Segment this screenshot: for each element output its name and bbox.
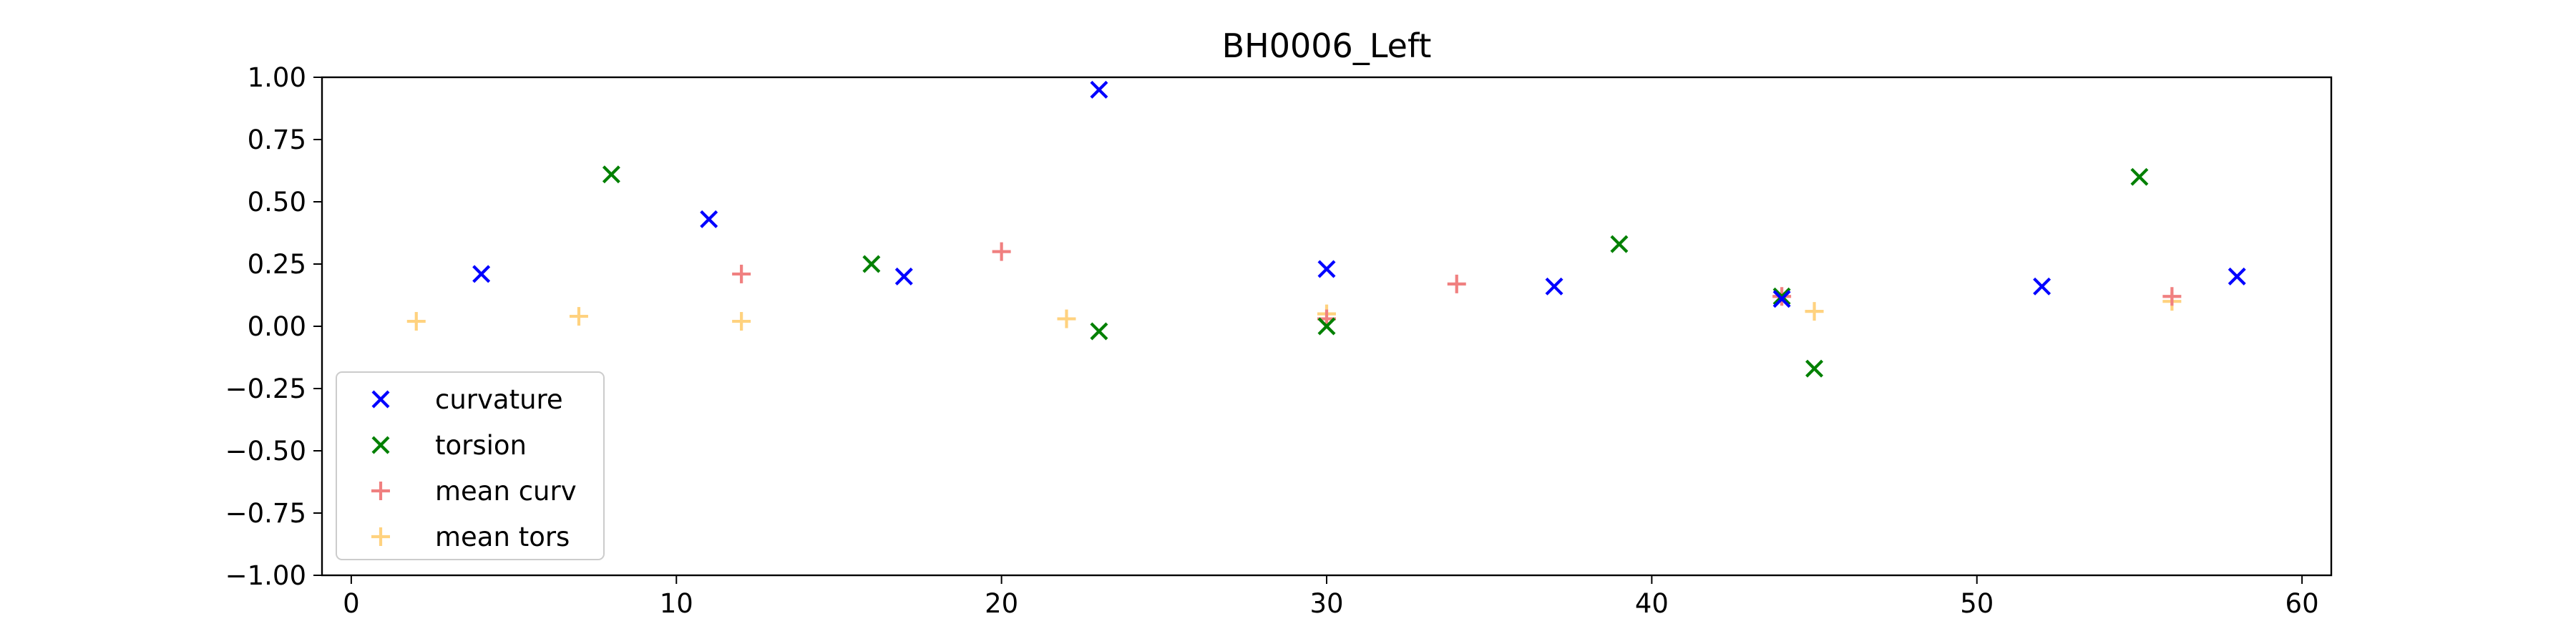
- legend-label: curvature: [435, 384, 563, 415]
- y-tick-label: 0.50: [248, 187, 306, 218]
- legend-marker: [371, 436, 390, 454]
- data-point: [1805, 359, 1824, 378]
- data-point: [1090, 80, 1108, 99]
- series-mean-curv: [732, 242, 2182, 328]
- x-tick-label: 40: [1635, 588, 1669, 619]
- legend-label: torsion: [435, 430, 527, 461]
- data-marks: [406, 80, 2246, 378]
- data-point: [992, 242, 1011, 261]
- data-point: [1610, 235, 1629, 253]
- data-point: [2162, 287, 2182, 306]
- data-point: [569, 307, 588, 326]
- data-point: [1545, 277, 1563, 296]
- legend-marker: [371, 527, 390, 546]
- data-point: [406, 312, 426, 331]
- y-tick-label: 0.75: [248, 125, 306, 155]
- y-tick-label: 0.00: [248, 311, 306, 342]
- x-tick-label: 30: [1309, 588, 1343, 619]
- data-point: [472, 265, 491, 283]
- y-tick-label: −0.50: [225, 436, 306, 467]
- y-tick-label: 0.25: [248, 249, 306, 280]
- data-point: [1317, 260, 1336, 278]
- x-tick-label: 50: [1960, 588, 1994, 619]
- data-point: [1090, 322, 1108, 341]
- legend-marker: [371, 390, 390, 409]
- data-point: [732, 264, 751, 283]
- data-point: [2130, 167, 2149, 186]
- legend-marker: [371, 482, 390, 500]
- x-tick-label: 0: [343, 588, 360, 619]
- data-point: [1057, 309, 1076, 328]
- data-point: [1805, 302, 1824, 321]
- data-point: [700, 210, 718, 228]
- legend-box: [336, 371, 605, 560]
- data-point: [1317, 317, 1336, 336]
- data-point: [732, 312, 751, 331]
- series-torsion: [602, 165, 2149, 378]
- legend-label: mean curv: [435, 476, 577, 507]
- data-point: [2033, 277, 2051, 296]
- x-tick-label: 10: [660, 588, 693, 619]
- chart-title: BH0006_Left: [1222, 26, 1432, 65]
- data-point: [862, 255, 881, 273]
- legend: curvature torsion mean curv mean tors: [336, 371, 605, 560]
- y-tick-label: 1.00: [248, 62, 306, 93]
- axes: 0 10 20 30 40 50 60 1.00 0.75 0.50 0.25 0.00 −0.25 −0…: [225, 62, 2319, 619]
- y-tick-label: −0.75: [225, 498, 306, 529]
- data-point: [1772, 287, 1791, 306]
- x-tick-label: 60: [2285, 588, 2319, 619]
- x-tick-label: 20: [985, 588, 1018, 619]
- series-curvature: [472, 80, 2246, 308]
- legend-label: mean tors: [435, 522, 570, 552]
- data-point: [1447, 274, 1466, 293]
- data-point: [1772, 290, 1791, 308]
- y-tick-label: −1.00: [225, 560, 306, 591]
- data-point: [894, 267, 913, 286]
- y-tick-label: −0.25: [225, 374, 306, 404]
- data-point: [602, 165, 620, 184]
- data-point: [2228, 267, 2246, 286]
